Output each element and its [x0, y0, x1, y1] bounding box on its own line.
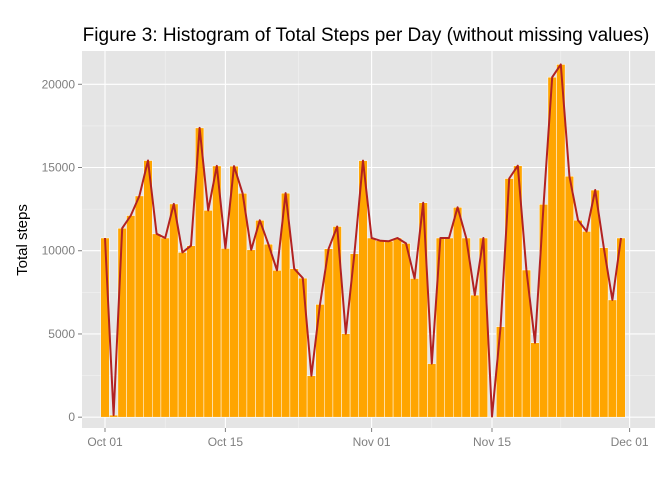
bar — [410, 278, 420, 418]
x-tick-label: Oct 01 — [87, 435, 123, 449]
bar — [341, 333, 351, 418]
bar — [306, 375, 316, 418]
bar — [152, 233, 162, 418]
bar — [238, 193, 248, 418]
bar — [126, 215, 136, 418]
bar — [289, 268, 299, 418]
bar — [186, 245, 196, 418]
trend-line — [104, 63, 622, 418]
bar — [384, 240, 394, 418]
y-tick-label: 5000 — [48, 327, 75, 341]
bar — [255, 220, 265, 418]
bar — [272, 270, 282, 418]
y-tick-label: 10000 — [42, 244, 76, 258]
bar — [607, 299, 617, 418]
bar — [530, 342, 540, 418]
bar — [573, 219, 583, 418]
bar — [470, 294, 480, 418]
series-line — [104, 63, 622, 418]
y-tick-label: 20000 — [42, 77, 76, 91]
bar — [599, 247, 609, 418]
bar — [298, 277, 308, 418]
bar — [427, 363, 437, 418]
bar — [564, 175, 574, 418]
y-tick-label: 0 — [68, 410, 75, 424]
bar — [117, 227, 127, 418]
x-axis: Oct 01 Oct 15 Nov 01 Nov 15 Dec 01 — [87, 428, 649, 449]
bar — [539, 204, 549, 418]
bar — [160, 237, 170, 418]
bar — [375, 240, 385, 418]
bar — [616, 237, 626, 418]
bar — [177, 252, 187, 418]
bar — [392, 237, 402, 418]
y-axis-title: Total steps — [14, 204, 31, 276]
x-tick-label: Nov 15 — [473, 435, 511, 449]
bar — [556, 64, 566, 418]
bar — [169, 203, 179, 418]
bar — [453, 207, 463, 418]
bar — [401, 243, 411, 418]
x-tick-label: Oct 15 — [208, 435, 244, 449]
bar — [220, 248, 230, 418]
bar — [582, 231, 592, 418]
bar — [478, 237, 488, 418]
chart-title: Figure 3: Histogram of Total Steps per D… — [83, 25, 650, 46]
bar — [367, 237, 377, 418]
bars — [100, 64, 626, 418]
bar — [461, 237, 471, 418]
bar — [263, 243, 273, 418]
bar — [143, 160, 153, 418]
bar — [496, 326, 506, 418]
bar — [100, 237, 110, 418]
bar — [203, 210, 213, 418]
bar — [134, 195, 144, 418]
bar — [246, 249, 256, 418]
bar — [435, 237, 445, 418]
bar — [590, 189, 600, 418]
y-axis: 0 5000 10000 15000 20000 — [42, 77, 82, 424]
x-tick-label: Dec 01 — [611, 435, 649, 449]
x-tick-label: Nov 01 — [353, 435, 391, 449]
bar — [444, 237, 454, 418]
y-tick-label: 15000 — [42, 161, 76, 175]
